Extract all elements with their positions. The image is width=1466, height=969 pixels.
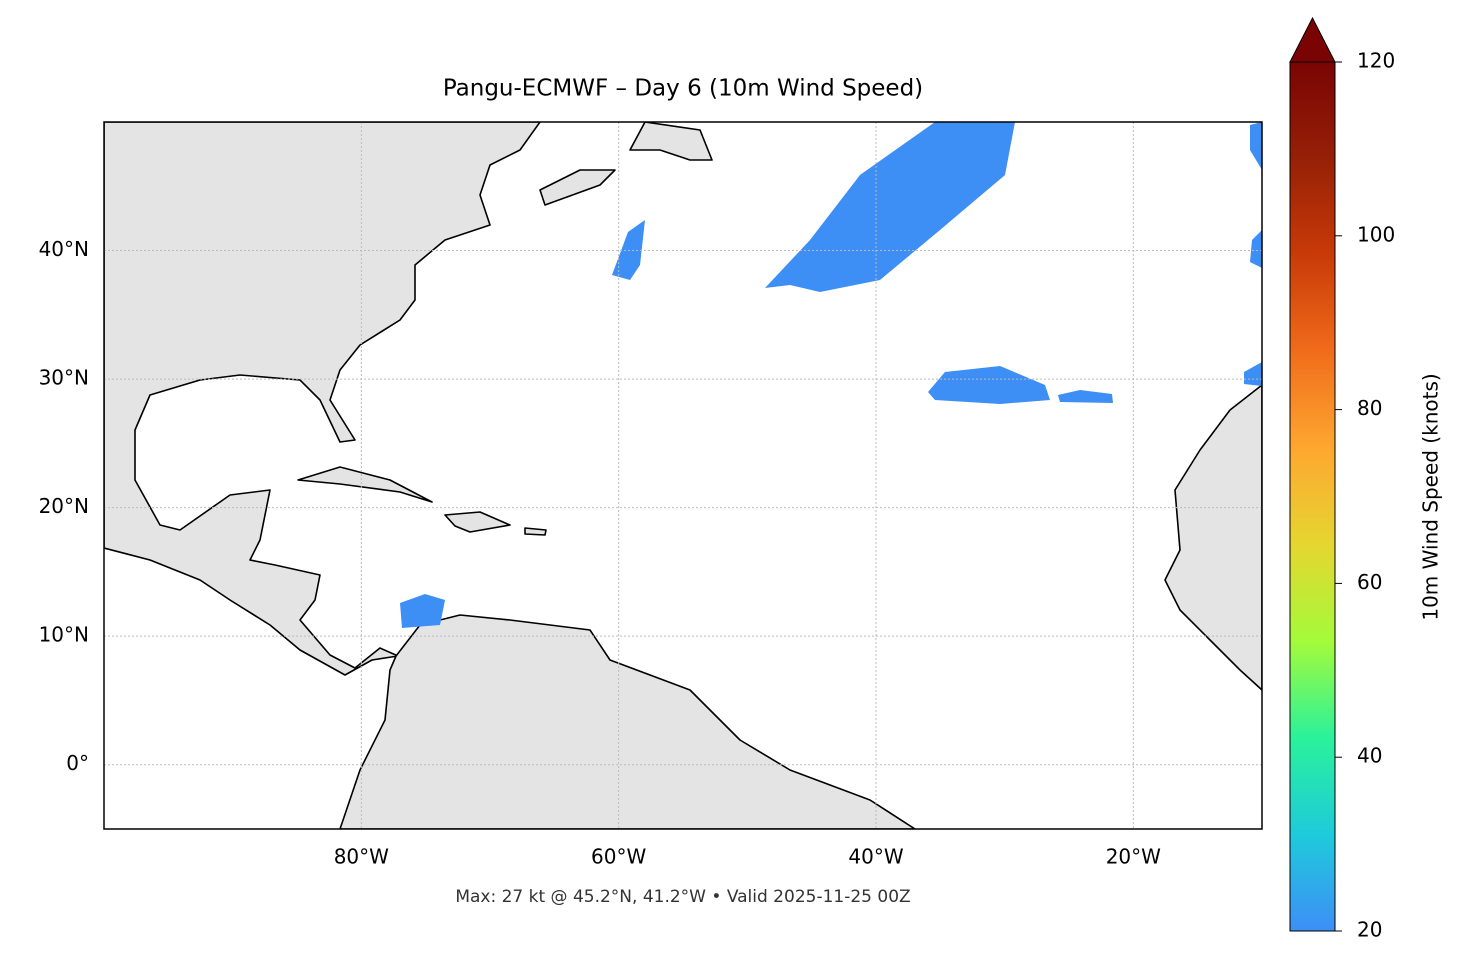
south-america: [339, 614, 916, 829]
y-tick-label: 20°N: [39, 494, 89, 518]
wind-area: [1250, 230, 1262, 268]
wind-area: [1058, 390, 1113, 403]
newfoundland: [629, 122, 713, 161]
colorbar-tick-label: 80: [1357, 396, 1382, 420]
colorbar: [1289, 61, 1336, 932]
colorbar-tick-label: 100: [1357, 222, 1395, 246]
y-tick-label: 30°N: [39, 366, 89, 390]
colorbar-tick-label: 20: [1357, 918, 1382, 942]
colorbar-extension: [1289, 16, 1336, 63]
y-tick-label: 0°: [66, 751, 89, 775]
wind-area: [400, 594, 445, 628]
colorbar-tick-label: 60: [1357, 570, 1382, 594]
map-frame: [103, 121, 1263, 830]
nova-scotia: [539, 169, 616, 206]
chart-title: Pangu-ECMWF – Day 6 (10m Wind Speed): [443, 76, 923, 102]
hispaniola: [444, 511, 511, 533]
cuba: [297, 466, 433, 503]
x-tick-label: 80°W: [334, 845, 389, 869]
y-tick-label: 40°N: [39, 237, 89, 261]
wind-area: [765, 122, 1015, 292]
map: [104, 122, 1262, 829]
x-tick-label: 40°W: [848, 845, 903, 869]
annotation: Max: 27 kt @ 45.2°N, 41.2°W • Valid 2025…: [455, 887, 910, 907]
colorbar-label: 10m Wind Speed (knots): [1419, 373, 1443, 620]
x-tick-label: 60°W: [591, 845, 646, 869]
wind-area: [1250, 122, 1262, 170]
wind-area: [612, 220, 645, 280]
grid: [104, 122, 1262, 829]
africa: [1164, 384, 1262, 691]
wind-area: [1244, 362, 1262, 386]
puerto-rico: [524, 527, 547, 536]
colorbar-tick-label: 40: [1357, 744, 1382, 768]
north-america: [104, 122, 541, 676]
x-tick-label: 20°W: [1106, 845, 1161, 869]
y-tick-label: 10°N: [39, 623, 89, 647]
colorbar-tick-label: 120: [1357, 49, 1395, 73]
wind-area: [928, 366, 1050, 404]
